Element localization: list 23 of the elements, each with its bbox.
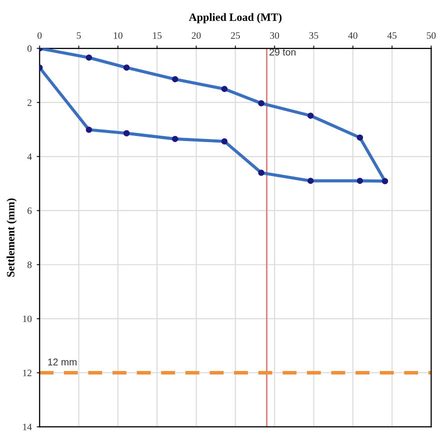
y-tick-label: 8 bbox=[27, 262, 32, 268]
x-tick-label: 50 bbox=[426, 32, 436, 39]
y-tick-label: 12 bbox=[23, 370, 32, 376]
y-tick-label: 14 bbox=[23, 424, 32, 430]
y-tick-label: 4 bbox=[27, 153, 32, 160]
y-tick-label: 2 bbox=[28, 99, 32, 106]
ref-line-label: 29 ton bbox=[270, 48, 296, 56]
ref-line-label: 12 mm bbox=[48, 358, 77, 366]
x-tick-label: 35 bbox=[309, 32, 318, 39]
x-tick-label: 10 bbox=[114, 32, 122, 39]
x-tick-label: 0 bbox=[38, 32, 42, 39]
x-tick-label: 40 bbox=[348, 32, 358, 39]
x-axis-title: Applied Load (MT) bbox=[188, 13, 282, 24]
x-tick-label: 45 bbox=[387, 32, 397, 39]
x-tick-label: 15 bbox=[153, 32, 162, 39]
y-tick-label: 0 bbox=[27, 45, 32, 52]
x-tick-label: 20 bbox=[192, 32, 201, 39]
y-tick-label: 6 bbox=[28, 208, 32, 214]
y-axis-title: Settlement (mm) bbox=[6, 198, 17, 277]
x-tick-label: 25 bbox=[230, 32, 240, 39]
x-tick-label: 30 bbox=[270, 32, 280, 39]
x-tick-label: 5 bbox=[76, 32, 81, 39]
y-tick-label: 10 bbox=[23, 316, 32, 322]
